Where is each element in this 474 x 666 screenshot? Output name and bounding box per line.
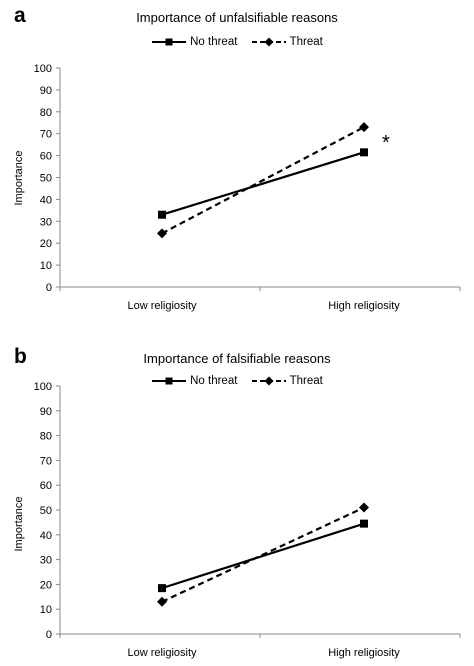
y-axis-label: Importance bbox=[13, 150, 25, 205]
panel-label: a bbox=[14, 4, 26, 27]
legend-swatch-dashed-diamond bbox=[251, 376, 286, 386]
y-tick-label: 50 bbox=[40, 505, 52, 517]
legend-label: No threat bbox=[190, 36, 238, 48]
data-point-diamond bbox=[157, 228, 167, 239]
y-tick-label: 40 bbox=[40, 530, 52, 542]
significance-annotation: * bbox=[382, 132, 390, 154]
legend-item-no-threat: No threat bbox=[151, 36, 237, 48]
data-point-square bbox=[158, 210, 166, 219]
y-tick-label: 10 bbox=[40, 260, 52, 272]
x-tick-label: High religiosity bbox=[328, 647, 400, 659]
y-tick-label: 20 bbox=[40, 238, 52, 250]
legend-item-threat: Threat bbox=[251, 36, 323, 48]
legend: No threat Threat bbox=[0, 375, 474, 387]
y-tick-label: 0 bbox=[46, 629, 52, 641]
y-tick-label: 100 bbox=[34, 381, 52, 393]
y-tick-label: 90 bbox=[40, 85, 52, 97]
legend-swatch-dashed-diamond bbox=[251, 37, 286, 47]
plot-area: 0 10 20 30 40 50 60 70 80 90 100 Low religiosity Hig… bbox=[13, 63, 461, 312]
y-tick-label: 40 bbox=[40, 194, 52, 206]
y-tick-label: 60 bbox=[40, 480, 52, 492]
chart-title: Importance of falsifiable reasons bbox=[143, 351, 331, 366]
y-tick-label: 100 bbox=[34, 63, 52, 75]
y-tick-label: 50 bbox=[40, 173, 52, 185]
legend-swatch-solid-square bbox=[152, 377, 187, 385]
x-tick-label: High religiosity bbox=[328, 300, 400, 312]
data-point-diamond bbox=[359, 502, 369, 513]
legend-item-threat: Threat bbox=[251, 375, 323, 387]
y-tick-label: 90 bbox=[40, 406, 52, 418]
legend-swatch-solid-square bbox=[152, 38, 187, 46]
y-tick-label: 70 bbox=[40, 129, 52, 141]
x-tick-label: Low religiosity bbox=[127, 647, 197, 659]
legend-label: Threat bbox=[289, 36, 323, 48]
y-tick-label: 20 bbox=[40, 579, 52, 591]
chart-title: Importance of unfalsifiable reasons bbox=[136, 10, 338, 25]
legend-item-no-threat: No threat bbox=[151, 375, 237, 387]
y-tick-label: 80 bbox=[40, 431, 52, 443]
y-tick-label: 0 bbox=[46, 282, 52, 294]
legend-label: No threat bbox=[190, 375, 238, 387]
series-line-no-threat bbox=[161, 522, 365, 590]
legend: No threat Threat bbox=[0, 36, 474, 48]
panel-label: b bbox=[14, 345, 27, 368]
series-line-no-threat bbox=[161, 151, 365, 216]
x-tick-label: Low religiosity bbox=[127, 300, 197, 312]
y-axis-label: Importance bbox=[13, 496, 25, 551]
data-point-diamond bbox=[359, 122, 369, 133]
plot-area: 0 10 20 30 40 50 60 70 80 90 100 Low religiosity Hig… bbox=[13, 381, 461, 659]
y-tick-label: 10 bbox=[40, 604, 52, 616]
data-point-square bbox=[360, 148, 368, 157]
y-tick-label: 80 bbox=[40, 107, 52, 119]
y-tick-label: 30 bbox=[40, 555, 52, 567]
data-point-square bbox=[158, 584, 166, 593]
y-tick-label: 70 bbox=[40, 455, 52, 467]
data-point-diamond bbox=[157, 596, 167, 607]
chart-panel-b: b Importance of falsifiable reasons No t… bbox=[0, 333, 474, 666]
chart-panel-a: a Importance of unfalsifiable reasons No… bbox=[0, 4, 474, 312]
y-tick-label: 60 bbox=[40, 151, 52, 163]
series-line-threat bbox=[161, 506, 365, 603]
series-line-threat bbox=[161, 126, 365, 235]
y-tick-label: 30 bbox=[40, 216, 52, 228]
data-point-square bbox=[360, 519, 368, 528]
legend-label: Threat bbox=[289, 375, 323, 387]
